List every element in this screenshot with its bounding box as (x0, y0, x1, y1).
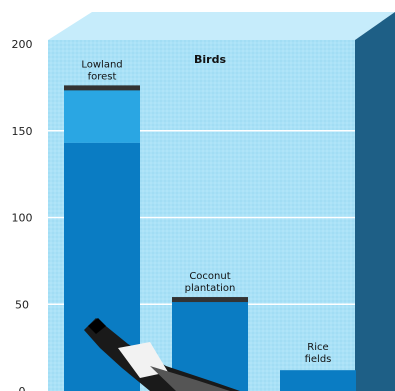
y-tick-label: 100 (12, 212, 33, 225)
y-tick-label: 150 (12, 125, 33, 138)
bar-marker (172, 297, 248, 303)
category-label: Lowland (81, 59, 122, 70)
bar (280, 370, 356, 391)
category-label: Coconut (189, 271, 230, 282)
chart-title: Birds (194, 53, 226, 66)
y-tick-label: 200 (12, 38, 33, 51)
y-tick-label: 50 (15, 298, 29, 311)
panel-side (355, 12, 395, 391)
y-axis: 200 150 100 50 0 (12, 38, 33, 391)
category-label: forest (88, 71, 117, 82)
panel-top (48, 12, 395, 40)
bar-marker (64, 85, 140, 91)
category-label: plantation (185, 283, 236, 294)
category-label: Rice (307, 342, 328, 353)
bar-upper-segment (64, 89, 140, 143)
bird-illustration (84, 318, 240, 391)
y-tick-label: 0 (19, 385, 26, 391)
category-label: fields (305, 354, 332, 365)
